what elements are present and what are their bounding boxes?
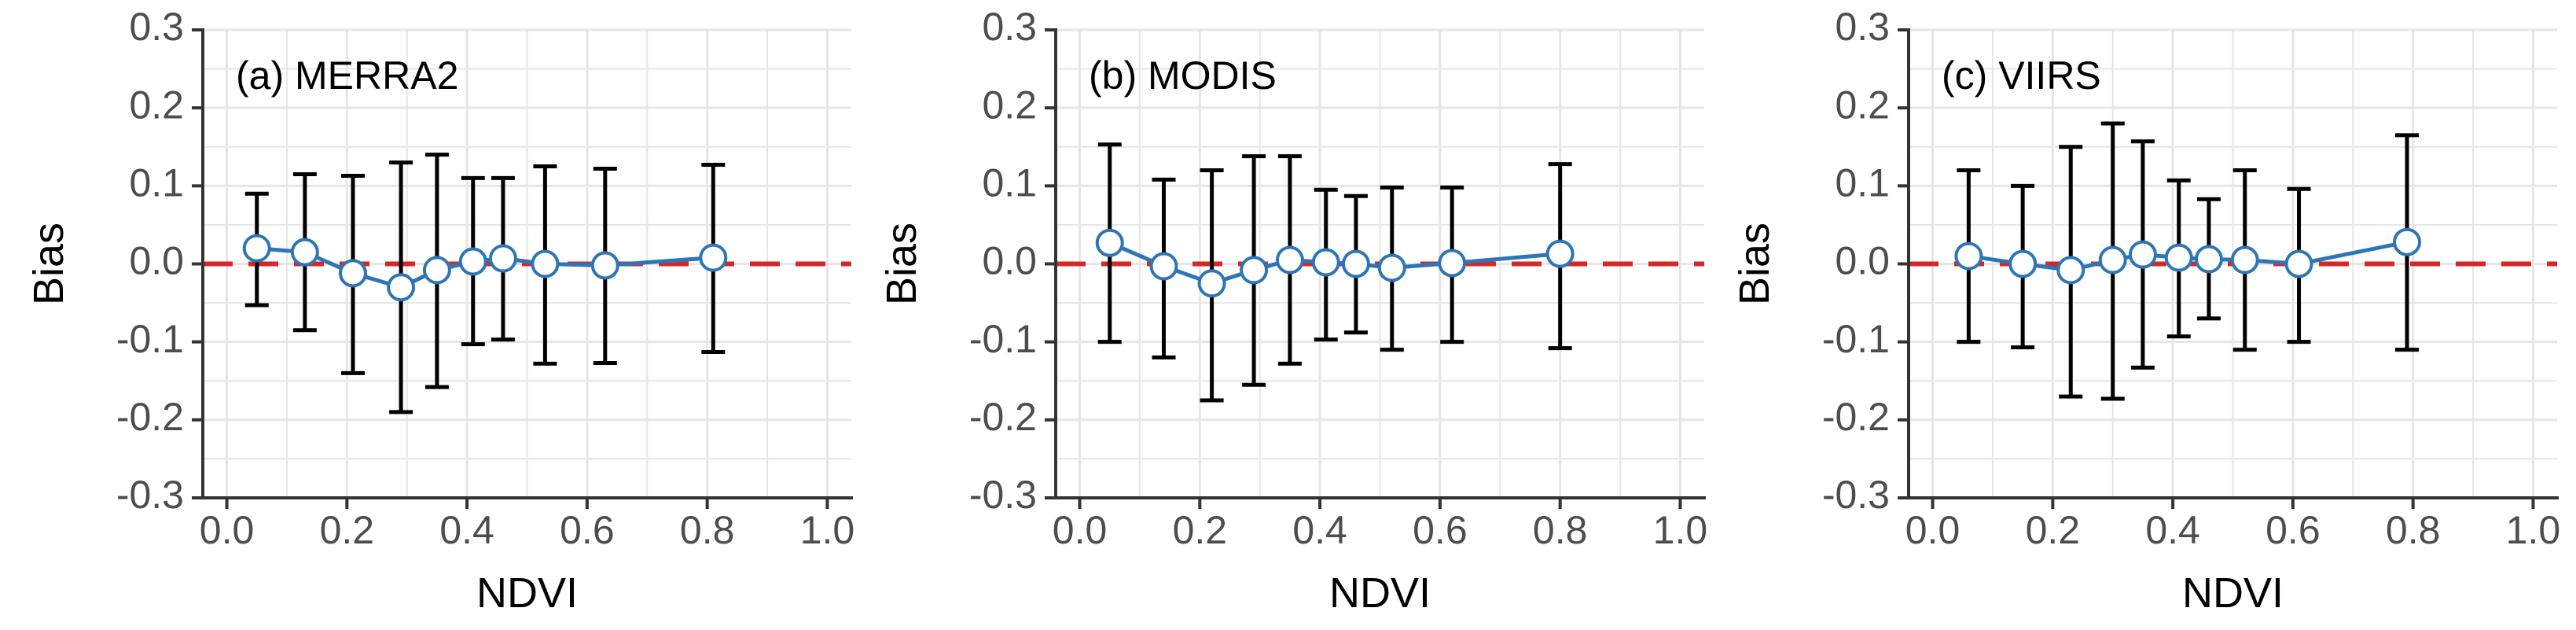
x-tick-label: 0.4 — [1292, 508, 1347, 552]
data-point[interactable] — [1438, 249, 1467, 278]
x-tick-label: 0.6 — [1413, 508, 1468, 552]
x-axis-title: NDVI — [476, 569, 578, 617]
data-point[interactable] — [2008, 249, 2038, 278]
y-tick-label: 0.1 — [129, 161, 184, 205]
x-tick-label: 0.2 — [2026, 508, 2081, 552]
data-point[interactable] — [699, 243, 728, 272]
y-tick-label: -0.2 — [116, 395, 184, 439]
x-tick-label: 0.2 — [1173, 508, 1228, 552]
data-point[interactable] — [387, 273, 416, 302]
data-point[interactable] — [2128, 240, 2157, 269]
data-point[interactable] — [590, 251, 619, 280]
x-tick-label: 0.4 — [439, 508, 494, 552]
x-tick-label: 0.4 — [2145, 508, 2200, 552]
y-axis-title: Bias — [878, 223, 925, 305]
x-tick-label: 1.0 — [2506, 508, 2561, 552]
y-tick-label: 0.0 — [129, 239, 184, 283]
panel-2: 0.3 0.2 0.1 0.0 -0.1 -0.2 -0.3 0.0 0.2 0.4 0.6 0.8 1… — [878, 5, 1707, 617]
y-tick-label: 0.2 — [1835, 83, 1890, 127]
y-tick-label: -0.1 — [1822, 317, 1890, 361]
data-point[interactable] — [338, 259, 367, 288]
data-point[interactable] — [422, 256, 451, 285]
x-tick-label: 1.0 — [800, 508, 855, 552]
data-point[interactable] — [2194, 245, 2223, 274]
panel-label: (a) MERRA2 — [236, 53, 458, 98]
x-axis-title: NDVI — [2182, 569, 2284, 617]
data-point[interactable] — [1954, 241, 1983, 271]
data-point[interactable] — [1197, 269, 1226, 298]
y-tick-label: 0.3 — [129, 5, 184, 49]
data-point[interactable] — [458, 247, 487, 276]
x-tick-label: 0.6 — [2265, 508, 2321, 552]
data-point[interactable] — [1377, 253, 1406, 282]
data-point[interactable] — [1149, 252, 1178, 281]
y-tick-label: -0.2 — [1822, 395, 1890, 439]
y-tick-label: -0.3 — [969, 473, 1037, 517]
y-tick-label: 0.2 — [129, 83, 184, 127]
data-point[interactable] — [242, 234, 271, 263]
data-point[interactable] — [290, 238, 319, 267]
x-tick-label: 1.0 — [1653, 508, 1708, 552]
panel-1: 0.3 0.2 0.1 0.0 -0.1 -0.2 -0.3 0.0 0.2 0.4 0.6 0.8 1… — [25, 5, 854, 617]
y-tick-label: -0.1 — [969, 317, 1037, 361]
data-point[interactable] — [1545, 239, 1575, 268]
x-axis-title: NDVI — [1329, 569, 1431, 617]
y-tick-label: 0.1 — [982, 161, 1037, 205]
y-tick-label: 0.3 — [1835, 5, 1890, 49]
data-point[interactable] — [2164, 243, 2193, 272]
y-tick-label: -0.3 — [1822, 473, 1890, 517]
panel-label: (c) VIIRS — [1942, 53, 2101, 98]
series-line — [256, 246, 714, 289]
y-tick-label: 0.0 — [1835, 239, 1890, 283]
data-point[interactable] — [2230, 245, 2259, 274]
y-tick-label: 0.0 — [982, 239, 1037, 283]
x-tick-label: 0.6 — [560, 508, 615, 552]
x-tick-label: 0.2 — [320, 508, 375, 552]
x-tick-label: 0.8 — [680, 508, 735, 552]
y-tick-label: 0.3 — [982, 5, 1037, 49]
x-tick-label: 0.0 — [1053, 508, 1108, 552]
y-tick-label: -0.1 — [116, 317, 184, 361]
data-point[interactable] — [1311, 248, 1340, 277]
y-axis-title: Bias — [1731, 223, 1778, 305]
data-point[interactable] — [1240, 256, 1269, 285]
data-point[interactable] — [1341, 249, 1370, 278]
y-tick-label: -0.3 — [116, 473, 184, 517]
data-point[interactable] — [2056, 256, 2085, 285]
data-point[interactable] — [2284, 249, 2313, 278]
y-tick-label: -0.2 — [969, 395, 1037, 439]
data-point[interactable] — [2098, 245, 2127, 274]
panel-label: (b) MODIS — [1089, 53, 1277, 98]
y-tick-label: 0.2 — [982, 83, 1037, 127]
x-tick-label: 0.8 — [2386, 508, 2441, 552]
x-tick-label: 0.8 — [1533, 508, 1588, 552]
series-line — [1108, 241, 1560, 286]
data-point[interactable] — [2393, 227, 2422, 256]
panel-3: 0.3 0.2 0.1 0.0 -0.1 -0.2 -0.3 0.0 0.2 0.4 0.6 0.8 1… — [1731, 5, 2560, 617]
y-tick-label: 0.1 — [1835, 161, 1890, 205]
data-point[interactable] — [1095, 228, 1124, 257]
data-point[interactable] — [488, 244, 517, 273]
series-line — [1968, 240, 2408, 272]
data-point[interactable] — [1275, 245, 1304, 274]
y-axis-title: Bias — [25, 223, 72, 305]
x-tick-label: 0.0 — [200, 508, 255, 552]
x-tick-label: 0.0 — [1905, 508, 1960, 552]
data-point[interactable] — [531, 249, 560, 278]
